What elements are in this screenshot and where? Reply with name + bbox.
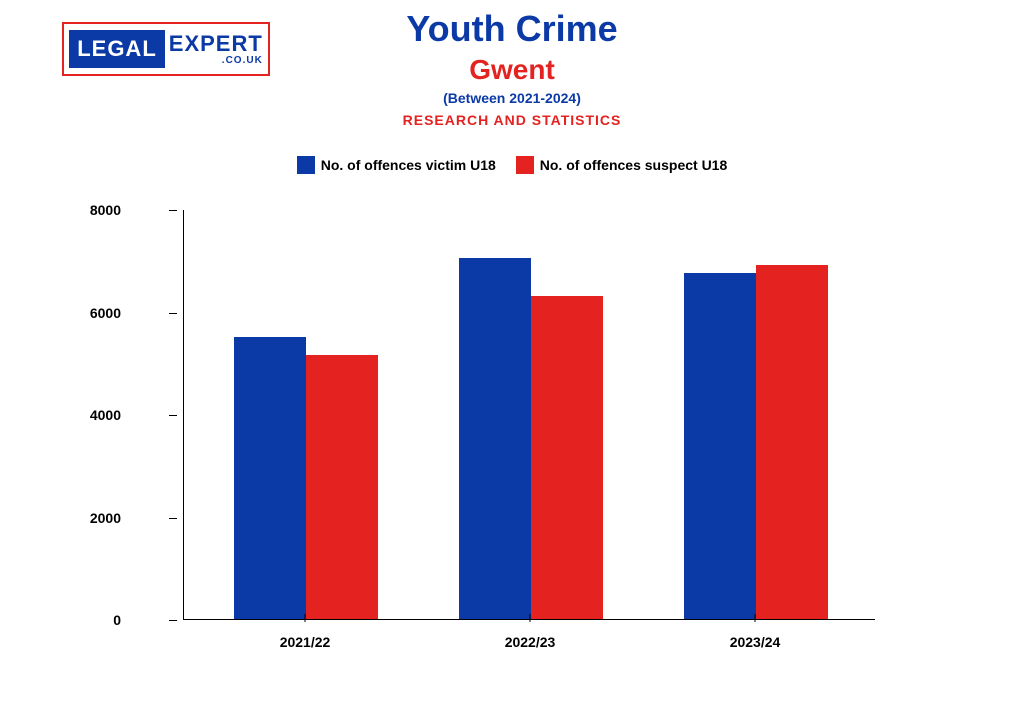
chart-period: (Between 2021-2024) — [0, 90, 1024, 106]
x-tick-mark — [755, 614, 756, 622]
chart-legend: No. of offences victim U18 No. of offenc… — [0, 156, 1024, 174]
brand-logo: LEGAL EXPERT .CO.UK — [62, 22, 270, 76]
bar — [684, 273, 756, 619]
chart-research-label: RESEARCH AND STATISTICS — [0, 112, 1024, 128]
y-tick-mark — [169, 313, 177, 314]
chart-area: 02000400060008000 2021/222022/232023/24 — [135, 210, 875, 650]
legend-swatch-victim — [297, 156, 315, 174]
legend-swatch-suspect — [516, 156, 534, 174]
x-tick-mark — [530, 614, 531, 622]
y-tick-mark — [169, 210, 177, 211]
y-tick-label: 2000 — [90, 510, 121, 526]
y-tick-label: 6000 — [90, 305, 121, 321]
plot-area — [183, 210, 875, 620]
bar — [234, 337, 306, 619]
y-tick-mark — [169, 620, 177, 621]
legend-item-victim: No. of offences victim U18 — [297, 156, 496, 174]
bar — [459, 258, 531, 619]
logo-legal-text: LEGAL — [69, 30, 165, 68]
logo-inner: LEGAL EXPERT .CO.UK — [69, 28, 263, 70]
y-tick-label: 0 — [113, 612, 121, 628]
x-tick-label: 2023/24 — [730, 634, 781, 650]
bar — [531, 296, 603, 619]
legend-label-victim: No. of offences victim U18 — [321, 157, 496, 173]
x-tick-label: 2021/22 — [280, 634, 331, 650]
y-tick-label: 8000 — [90, 202, 121, 218]
logo-couk-text: .CO.UK — [222, 56, 263, 66]
y-tick-label: 4000 — [90, 407, 121, 423]
x-tick-mark — [305, 614, 306, 622]
bars-container — [184, 210, 875, 619]
bar — [756, 265, 828, 619]
y-tick-mark — [169, 518, 177, 519]
legend-label-suspect: No. of offences suspect U18 — [540, 157, 728, 173]
y-tick-mark — [169, 415, 177, 416]
logo-expert-wrap: EXPERT .CO.UK — [169, 33, 263, 66]
bar — [306, 355, 378, 619]
legend-item-suspect: No. of offences suspect U18 — [516, 156, 728, 174]
x-tick-label: 2022/23 — [505, 634, 556, 650]
logo-expert-text: EXPERT — [169, 33, 263, 55]
